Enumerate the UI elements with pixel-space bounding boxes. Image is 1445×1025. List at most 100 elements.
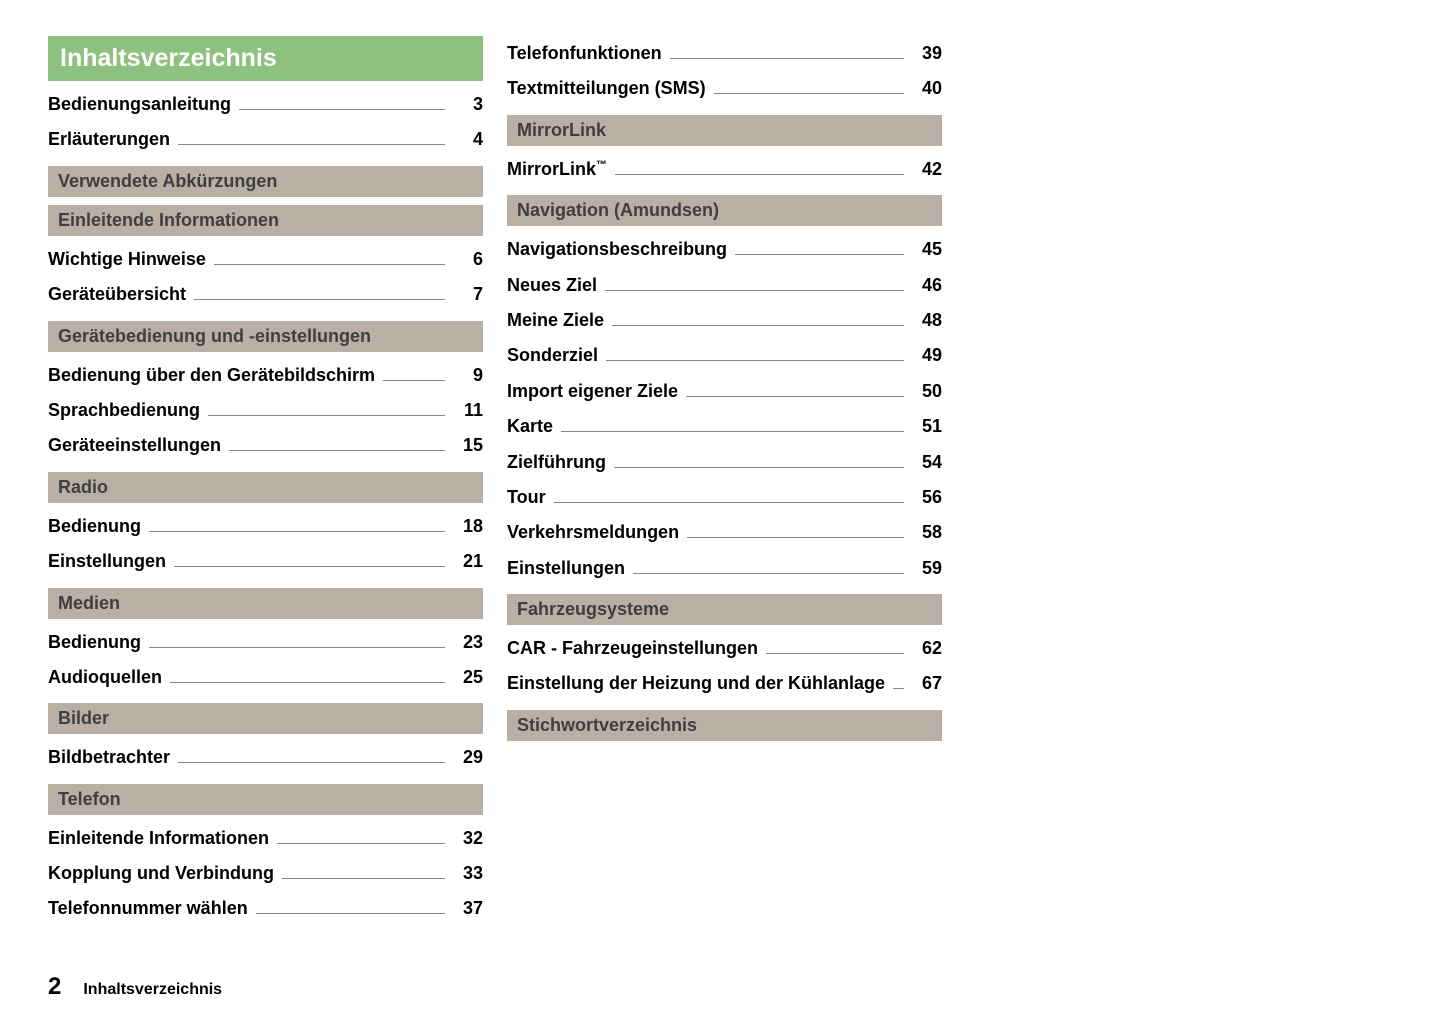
leader-line xyxy=(670,58,904,59)
main-title: Inhaltsverzeichnis xyxy=(48,36,483,81)
toc-entry-page: 23 xyxy=(453,631,483,654)
toc-entry: Geräteeinstellungen15 xyxy=(48,428,483,463)
toc-entry: Einstellungen 59 xyxy=(507,551,942,586)
footer-page-number: 2 xyxy=(48,973,61,1001)
toc-entry: Bedienungsanleitung3 xyxy=(48,87,483,122)
leader-line xyxy=(194,299,445,300)
toc-entry-page: 51 xyxy=(912,415,942,438)
leader-line xyxy=(687,537,904,538)
section-heading: Fahrzeugsysteme xyxy=(507,594,942,625)
section-heading: Medien xyxy=(48,588,483,619)
toc-entry-label: Telefonnummer wählen xyxy=(48,897,248,920)
leader-line xyxy=(714,93,904,94)
leader-line xyxy=(208,415,445,416)
toc-entry-label: Einstellungen xyxy=(507,557,625,580)
toc-entry-page: 9 xyxy=(453,364,483,387)
left-column: Inhaltsverzeichnis Bedienungsanleitung3E… xyxy=(48,36,483,927)
section-heading: Stichwortverzeichnis xyxy=(507,710,942,741)
toc-entry-label: Bedienung über den Gerätebildschirm xyxy=(48,364,375,387)
leader-line xyxy=(239,109,445,110)
toc-entry: Telefonnummer wählen 37 xyxy=(48,891,483,926)
toc-entry-page: 56 xyxy=(912,486,942,509)
toc-entry: Import eigener Ziele 50 xyxy=(507,374,942,409)
toc-entry-label: Bedienung xyxy=(48,631,141,654)
toc-entry-label: Karte xyxy=(507,415,553,438)
toc-entry-label: Sprachbedienung xyxy=(48,399,200,422)
section-heading: Navigation (Amundsen) xyxy=(507,195,942,226)
toc-entry: Erläuterungen4 xyxy=(48,122,483,157)
toc-entry: Bedienung über den Gerätebildschirm 9 xyxy=(48,358,483,393)
toc-entry-page: 37 xyxy=(453,897,483,920)
section-heading: Gerätebedienung und -einstellungen xyxy=(48,321,483,352)
toc-entry-label: Einstellung der Heizung und der Kühlanla… xyxy=(507,672,885,695)
leader-line xyxy=(612,325,904,326)
toc-entry: Neues Ziel 46 xyxy=(507,268,942,303)
leader-line xyxy=(383,380,445,381)
toc-entry: Einstellungen21 xyxy=(48,544,483,579)
toc-entry-page: 39 xyxy=(912,42,942,65)
leader-line xyxy=(561,431,904,432)
toc-entry: Zielführung54 xyxy=(507,445,942,480)
leader-line xyxy=(277,843,445,844)
toc-entry: Meine Ziele48 xyxy=(507,303,942,338)
toc-entry: Telefonfunktionen 39 xyxy=(507,36,942,71)
toc-entry: Einstellung der Heizung und der Kühlanla… xyxy=(507,666,942,701)
toc-entry: Navigationsbeschreibung45 xyxy=(507,232,942,267)
section-heading: Einleitende Informationen xyxy=(48,205,483,236)
toc-entry-label: Meine Ziele xyxy=(507,309,604,332)
leader-line xyxy=(686,396,904,397)
toc-entry-page: 45 xyxy=(912,238,942,261)
toc-entry-label: Zielführung xyxy=(507,451,606,474)
toc-entry-label: Bedienung xyxy=(48,515,141,538)
toc-entry-page: 11 xyxy=(453,399,483,422)
toc-entry-label: MirrorLink™ xyxy=(507,158,607,181)
toc-entry-label: Telefonfunktionen xyxy=(507,42,662,65)
toc-entry-label: Einstellungen xyxy=(48,550,166,573)
toc-entry-page: 29 xyxy=(453,746,483,769)
toc-entry-label: Textmitteilungen (SMS) xyxy=(507,77,706,100)
leader-line xyxy=(214,264,445,265)
toc-entry-label: Geräteübersicht xyxy=(48,283,186,306)
toc-entry: Tour 56 xyxy=(507,480,942,515)
leader-line xyxy=(149,531,445,532)
toc-entry-page: 42 xyxy=(912,158,942,181)
leader-line xyxy=(170,682,445,683)
leader-line xyxy=(282,878,445,879)
leader-line xyxy=(735,254,904,255)
toc-entry-page: 59 xyxy=(912,557,942,580)
section-heading: Telefon xyxy=(48,784,483,815)
toc-entry: Audioquellen25 xyxy=(48,660,483,695)
section-heading: Verwendete Abkürzungen xyxy=(48,166,483,197)
toc-entry: Wichtige Hinweise6 xyxy=(48,242,483,277)
toc-entry-page: 33 xyxy=(453,862,483,885)
toc-entry: Einleitende Informationen32 xyxy=(48,821,483,856)
toc-entry-page: 62 xyxy=(912,637,942,660)
toc-entry-page: 7 xyxy=(453,283,483,306)
toc-entry-label: Import eigener Ziele xyxy=(507,380,678,403)
section-heading: Bilder xyxy=(48,703,483,734)
toc-entry-label: Tour xyxy=(507,486,546,509)
toc-entry: Bedienung 18 xyxy=(48,509,483,544)
toc-entry: Bildbetrachter29 xyxy=(48,740,483,775)
toc-entry: Verkehrsmeldungen58 xyxy=(507,515,942,550)
toc-entry-page: 18 xyxy=(453,515,483,538)
toc-entry-page: 58 xyxy=(912,521,942,544)
toc-entry-page: 40 xyxy=(912,77,942,100)
toc-entry-label: Sonderziel xyxy=(507,344,598,367)
toc-entry-page: 3 xyxy=(453,93,483,116)
leader-line xyxy=(605,290,904,291)
toc-entry-label: Neues Ziel xyxy=(507,274,597,297)
toc-entry-page: 46 xyxy=(912,274,942,297)
leader-line xyxy=(174,566,445,567)
toc-entry-label: Erläuterungen xyxy=(48,128,170,151)
leader-line xyxy=(178,762,445,763)
leader-line xyxy=(614,467,904,468)
section-heading: MirrorLink xyxy=(507,115,942,146)
leader-line xyxy=(633,573,904,574)
toc-entry-label: Kopplung und Verbindung xyxy=(48,862,274,885)
toc-entry-page: 50 xyxy=(912,380,942,403)
leader-line xyxy=(554,502,904,503)
toc-entry-page: 49 xyxy=(912,344,942,367)
right-column: Telefonfunktionen 39 Textmitteilungen (SMS… xyxy=(507,36,942,927)
toc-entry: Geräteübersicht 7 xyxy=(48,277,483,312)
